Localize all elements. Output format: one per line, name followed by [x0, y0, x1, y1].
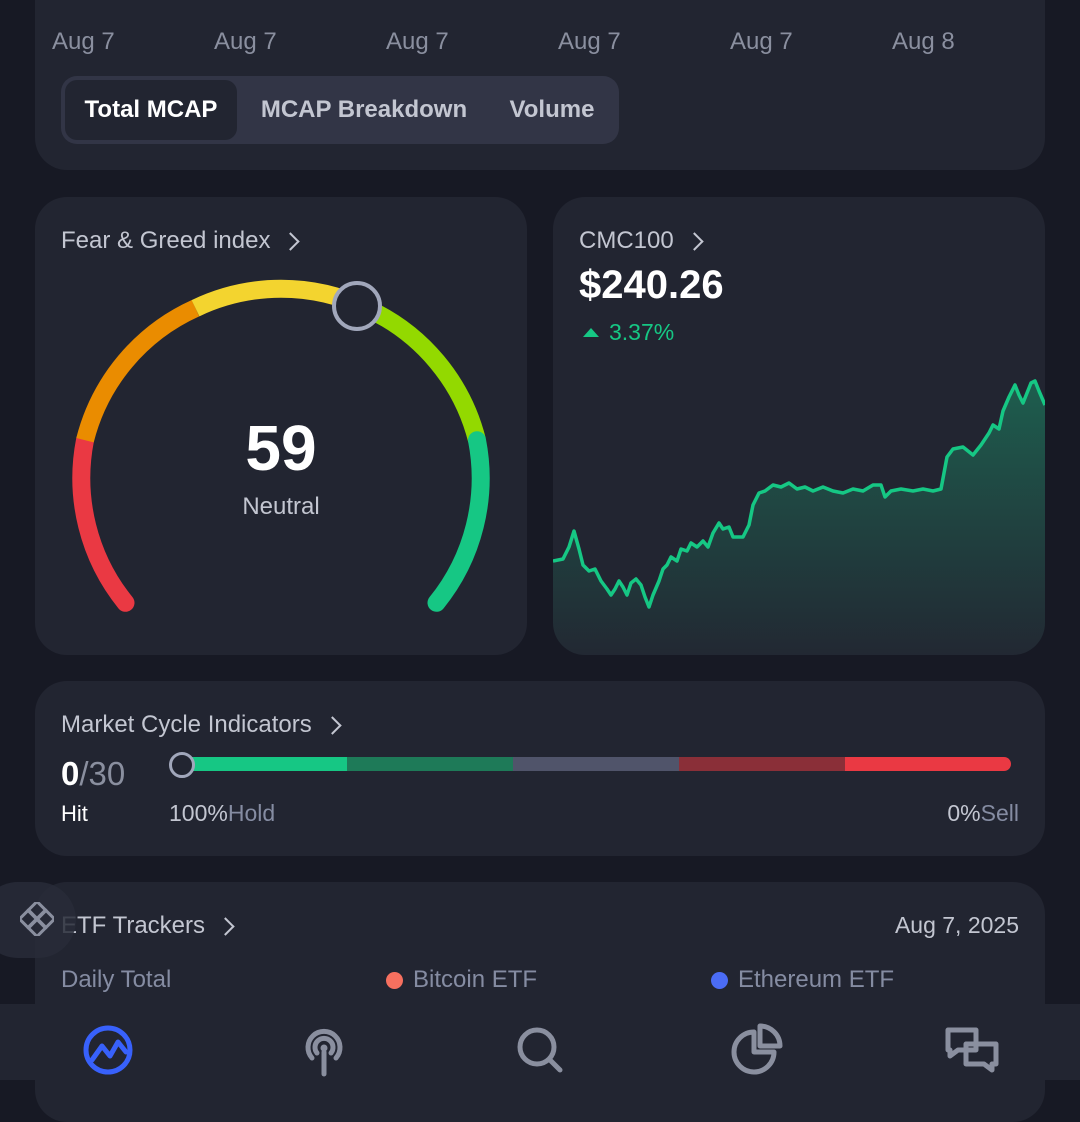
hold-text: Hold	[227, 800, 276, 826]
fear-greed-label: Neutral	[242, 493, 320, 520]
gauge-segment-fear	[76, 299, 200, 443]
hit-count: 0/30	[61, 755, 125, 793]
gauge-needle-knob	[332, 281, 382, 331]
search-icon	[517, 1027, 563, 1073]
cycle-segment	[679, 757, 845, 771]
chevron-right-icon	[323, 715, 342, 735]
sell-percent: 0%	[947, 800, 981, 826]
gauge-segment-extreme-fear	[72, 431, 135, 612]
hit-label: Hit	[61, 801, 88, 826]
legend-dot	[711, 971, 728, 989]
market-cycle-title-text: Market Cycle Indicators	[61, 711, 312, 738]
chart-x-axis: Aug 7 Aug 7 Aug 7 Aug 7 Aug 7 Aug 8	[35, 28, 1045, 58]
tab-mcap-breakdown[interactable]: MCAP Breakdown	[260, 96, 468, 123]
cycle-indicator-knob	[169, 752, 195, 778]
legend-label: Ethereum ETF	[738, 966, 895, 993]
nav-community[interactable]	[296, 1022, 352, 1078]
etf-date: Aug 7, 2025	[894, 912, 1019, 938]
chart-tab-group: Total MCAP MCAP Breakdown Volume	[61, 76, 619, 144]
etf-trackers-title[interactable]: ETF Trackers	[61, 912, 235, 940]
fear-greed-title[interactable]: Fear & Greed index	[61, 227, 301, 255]
legend-bitcoin-etf: Bitcoin ETF	[386, 966, 537, 994]
cmc100-change-value: 3.37%	[609, 319, 675, 345]
tab-volume[interactable]: Volume	[509, 96, 595, 123]
x-axis-label: Aug 8	[892, 28, 955, 55]
x-axis-label: Aug 7	[558, 28, 621, 55]
chevron-right-icon	[685, 231, 704, 251]
cmc100-title-text: CMC100	[579, 227, 674, 254]
legend-ethereum-etf: Ethereum ETF	[711, 966, 894, 994]
market-cycle-card[interactable]: Market Cycle Indicators 0/30 Hit 100%Hol…	[35, 681, 1045, 856]
cmc100-title[interactable]: CMC100	[579, 227, 704, 255]
cmc100-sparkline	[553, 379, 1045, 655]
floating-binance-button[interactable]	[0, 882, 76, 958]
x-axis-label: Aug 7	[52, 28, 115, 55]
sell-text: Sell	[980, 800, 1019, 826]
x-axis-label: Aug 7	[730, 28, 793, 55]
cycle-segment	[513, 757, 679, 771]
fear-greed-value: 59	[245, 412, 317, 484]
chat-bubbles-icon	[945, 1027, 999, 1073]
market-cycle-title[interactable]: Market Cycle Indicators	[61, 711, 342, 739]
chevron-right-icon	[216, 916, 235, 936]
sell-label: 0%Sell	[947, 800, 1019, 827]
nav-portfolio[interactable]	[728, 1022, 784, 1078]
broadcast-icon	[305, 1028, 343, 1077]
nav-search[interactable]	[512, 1022, 568, 1078]
tab-total-mcap[interactable]: Total MCAP	[65, 80, 237, 140]
coinmarketcap-logo-icon	[83, 1025, 133, 1075]
cycle-segment	[845, 757, 1011, 771]
fear-greed-gauge	[72, 279, 490, 612]
nav-home[interactable]	[80, 1022, 136, 1078]
hit-count-total: /30	[79, 755, 126, 792]
cmc100-change: 3.37%	[583, 319, 674, 346]
binance-logo-icon	[20, 902, 54, 936]
x-axis-label: Aug 7	[386, 28, 449, 55]
triangle-up-icon	[583, 328, 599, 337]
fear-greed-card[interactable]: Fear & Greed index 59 Neutral	[35, 197, 527, 655]
x-axis-label: Aug 7	[214, 28, 277, 55]
gauge-segment-greed	[362, 299, 486, 443]
pie-chart-icon	[731, 1023, 783, 1075]
sparkline-area	[553, 381, 1045, 655]
hold-percent: 100%	[169, 800, 228, 826]
fear-greed-title-text: Fear & Greed index	[61, 227, 271, 254]
cycle-segment	[181, 757, 347, 771]
nav-chat[interactable]	[944, 1022, 1000, 1078]
cycle-segment	[347, 757, 513, 771]
cycle-progress-bar	[181, 757, 1011, 771]
etf-trackers-card[interactable]: ETF Trackers Aug 7, 2025 Daily Total Bit…	[35, 882, 1045, 1122]
chevron-right-icon	[281, 231, 301, 251]
cmc100-card[interactable]: CMC100 $240.26 3.37%	[553, 197, 1045, 655]
etf-trackers-title-text: ETF Trackers	[61, 912, 206, 939]
market-cap-chart-card: Aug 7 Aug 7 Aug 7 Aug 7 Aug 7 Aug 8 Tota…	[35, 0, 1045, 170]
cmc100-price: $240.26	[579, 263, 724, 307]
hit-count-value: 0	[61, 755, 80, 792]
legend-label: Bitcoin ETF	[413, 966, 538, 993]
hold-label: 100%Hold	[169, 800, 275, 827]
legend-dot	[386, 971, 403, 989]
daily-total-label: Daily Total	[61, 966, 172, 993]
bottom-navigation	[0, 1004, 1080, 1080]
sparkline-line	[553, 379, 1045, 609]
gauge-segment-extreme-greed	[427, 431, 490, 612]
